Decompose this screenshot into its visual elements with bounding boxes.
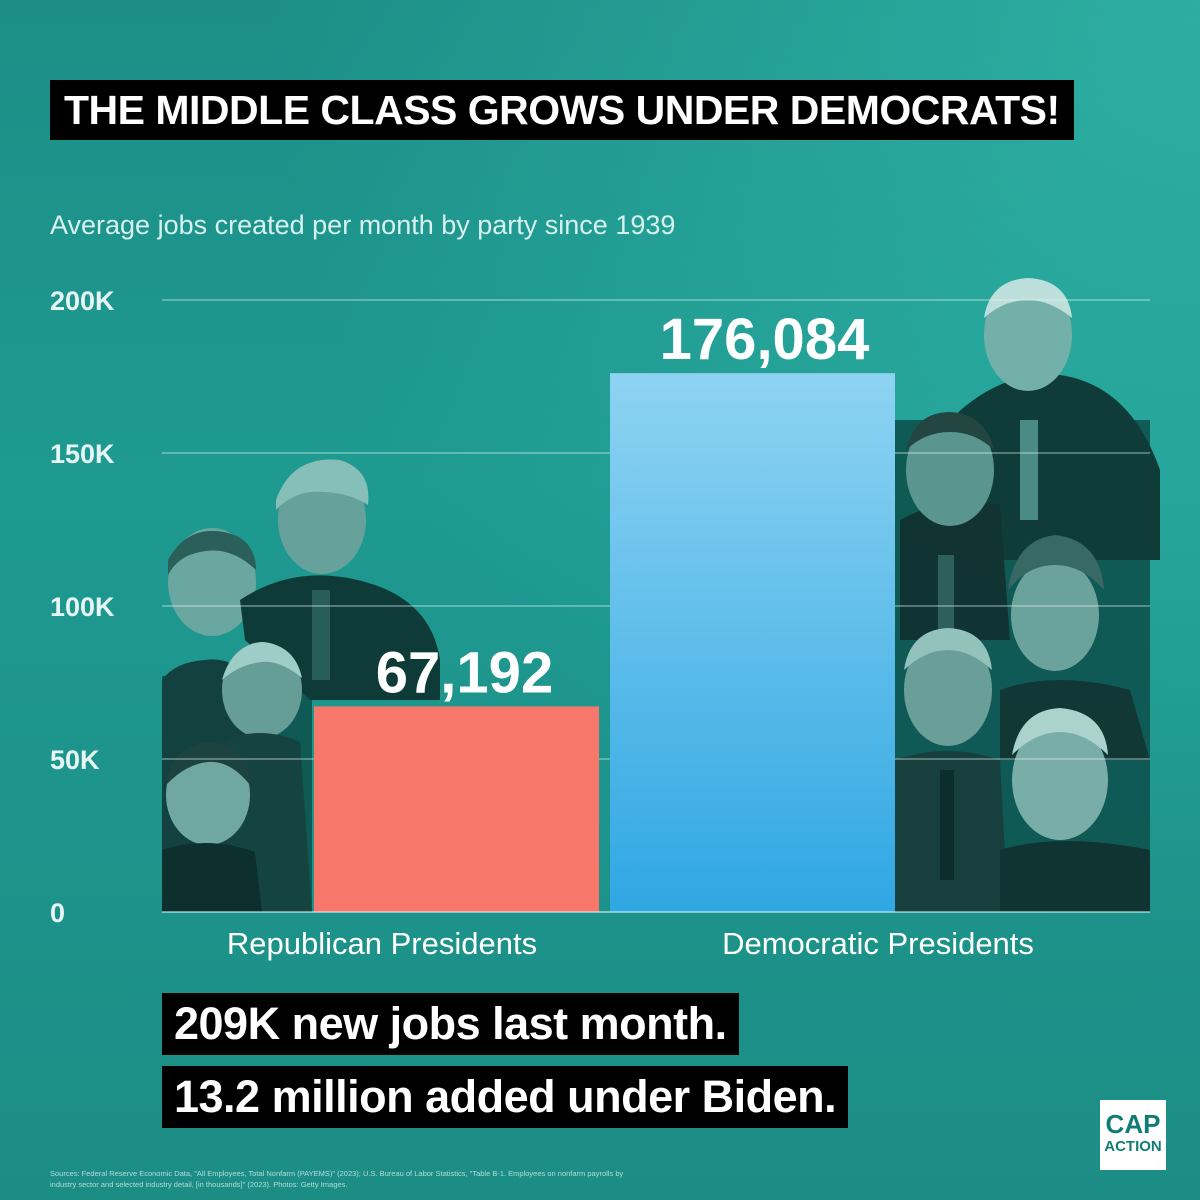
- callout-jobs-last-month: 209K new jobs last month.: [162, 993, 739, 1055]
- category-label: Republican Presidents: [227, 926, 537, 961]
- bar-democratic: [610, 373, 895, 912]
- democratic-presidents-photo-collage: [895, 278, 1160, 912]
- chart-subtitle: Average jobs created per month by party …: [50, 210, 676, 240]
- y-tick-label: 50K: [50, 745, 100, 775]
- callout-jobs-under-biden: 13.2 million added under Biden.: [162, 1066, 849, 1128]
- category-label: Democratic Presidents: [722, 926, 1034, 961]
- y-tick-label: 200K: [50, 286, 115, 316]
- cap-action-logo: CAP ACTION: [1100, 1100, 1166, 1170]
- logo-line-2: ACTION: [1104, 1138, 1162, 1155]
- bar-republican: [314, 706, 599, 912]
- y-tick-label: 150K: [50, 439, 115, 469]
- headline: THE MIDDLE CLASS GROWS UNDER DEMOCRATS!: [50, 80, 1074, 140]
- data-label: 67,192: [376, 640, 553, 705]
- y-tick-label: 100K: [50, 592, 115, 622]
- logo-line-1: CAP: [1105, 1109, 1161, 1139]
- y-tick-label: 0: [50, 898, 65, 928]
- sources-footnote: Sources: Federal Reserve Economic Data, …: [50, 1169, 624, 1189]
- data-label: 176,084: [660, 307, 870, 372]
